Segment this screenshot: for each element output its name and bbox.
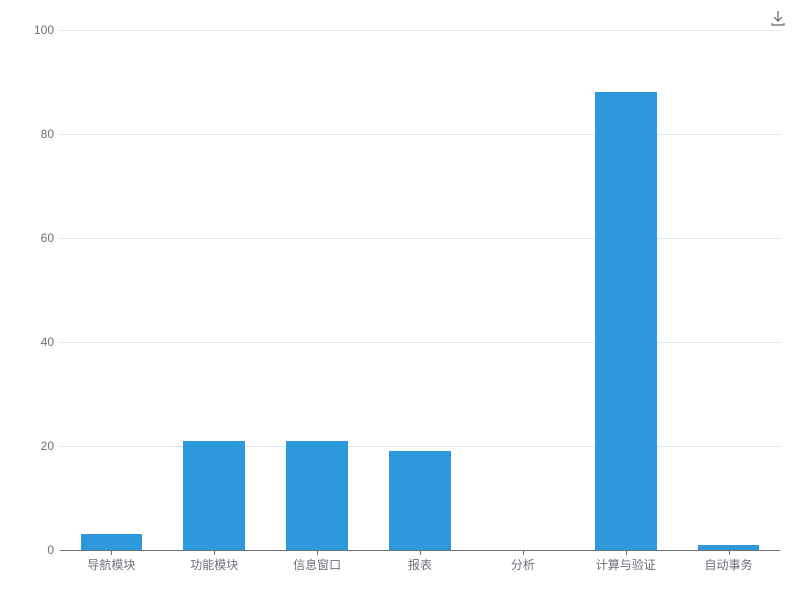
y-tick-label: 100 bbox=[34, 23, 54, 37]
x-tick bbox=[729, 550, 730, 555]
gridline bbox=[60, 446, 780, 447]
bar[interactable] bbox=[595, 92, 657, 550]
bar[interactable] bbox=[286, 441, 348, 550]
bar[interactable] bbox=[389, 451, 451, 550]
y-tick-label: 20 bbox=[41, 439, 54, 453]
bar[interactable] bbox=[183, 441, 245, 550]
download-icon[interactable] bbox=[770, 10, 786, 31]
x-tick-label: 报表 bbox=[408, 556, 432, 573]
plot-area: 020406080100导航模块功能模块信息窗口报表分析计算与验证自动事务 bbox=[60, 30, 780, 550]
x-tick-label: 信息窗口 bbox=[293, 556, 341, 573]
x-tick bbox=[523, 550, 524, 555]
y-tick-label: 80 bbox=[41, 127, 54, 141]
bar[interactable] bbox=[81, 534, 143, 550]
gridline bbox=[60, 342, 780, 343]
y-tick-label: 60 bbox=[41, 231, 54, 245]
y-tick-label: 40 bbox=[41, 335, 54, 349]
y-tick-label: 0 bbox=[47, 543, 54, 557]
x-tick bbox=[214, 550, 215, 555]
x-tick-label: 功能模块 bbox=[190, 556, 238, 573]
x-tick bbox=[626, 550, 627, 555]
gridline bbox=[60, 134, 780, 135]
x-tick-label: 计算与验证 bbox=[596, 556, 656, 573]
x-tick-label: 分析 bbox=[511, 556, 535, 573]
x-tick-label: 导航模块 bbox=[87, 556, 135, 573]
x-tick bbox=[317, 550, 318, 555]
bar-chart: 0 20 40 60 80 100 导航模块 功能模块 信息窗口 报表 分析 计算与验证 自动事务 bbox=[0, 0, 800, 600]
x-tick-label: 自动事务 bbox=[705, 556, 753, 573]
gridline bbox=[60, 238, 780, 239]
gridline bbox=[60, 30, 780, 31]
x-tick bbox=[420, 550, 421, 555]
x-tick bbox=[111, 550, 112, 555]
